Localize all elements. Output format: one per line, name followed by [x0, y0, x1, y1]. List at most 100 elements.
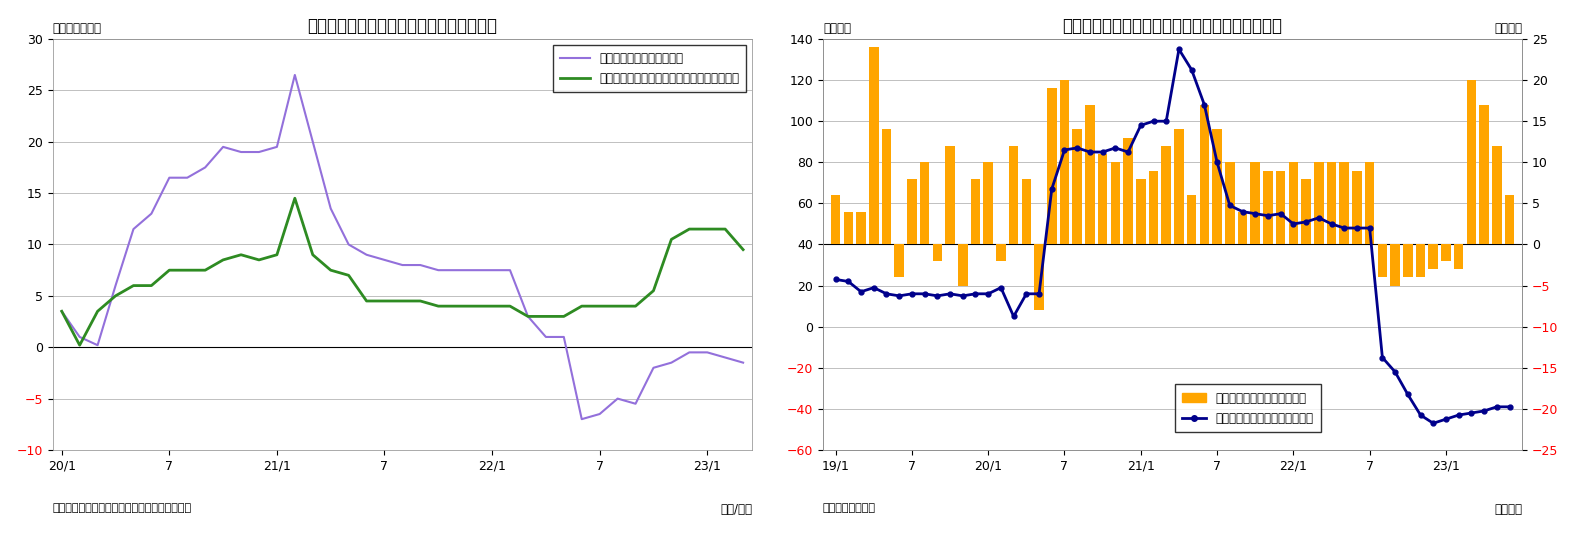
マネタリーベース（除くコロナオペ・末残） — [375, 298, 394, 304]
Bar — [1085, 105, 1095, 245]
マネタリーベース（除くコロナオペ・末残） — [321, 267, 340, 273]
Bar — [1391, 245, 1400, 286]
マネタリーベース（除くコロナオペ・末残） — [88, 308, 107, 314]
マネタリーベース（末残） — [698, 349, 717, 356]
マネタリーベース（除くコロナオペ・末残） — [195, 267, 214, 273]
Bar — [1403, 245, 1413, 277]
Bar — [1022, 179, 1032, 245]
Bar — [932, 245, 942, 261]
マネタリーベース（除くコロナオペ・末残） — [627, 303, 646, 309]
マネタリーベース（末残） — [304, 139, 323, 145]
Bar — [1098, 154, 1107, 245]
Bar — [1188, 195, 1197, 245]
Bar — [1441, 245, 1451, 261]
Bar — [1353, 171, 1362, 245]
マネタリーベース（末残） — [142, 211, 161, 217]
Text: （年/月）: （年/月） — [720, 503, 753, 516]
Bar — [1010, 146, 1019, 245]
マネタリーベース（除くコロナオペ・末残） — [662, 236, 680, 243]
マネタリーベース（除くコロナオペ・末残） — [71, 342, 90, 349]
マネタリーベース（末残） — [482, 267, 501, 273]
Bar — [1251, 162, 1260, 245]
マネタリーベース（除くコロナオペ・末残） — [394, 298, 413, 304]
Bar — [1136, 179, 1145, 245]
Bar — [907, 179, 917, 245]
マネタリーベース（末残） — [71, 334, 90, 340]
マネタリーベース（除くコロナオペ・末残） — [734, 246, 753, 253]
マネタリーベース（末残） — [178, 174, 197, 181]
マネタリーベース（除くコロナオペ・末残） — [680, 226, 699, 232]
マネタリーベース（末残） — [715, 354, 734, 361]
マネタリーベース（除くコロナオペ・末残） — [124, 282, 143, 289]
マネタリーベース（末残） — [428, 267, 447, 273]
マネタリーベース（除くコロナオペ・末残） — [411, 298, 430, 304]
マネタリーベース（除くコロナオペ・末残） — [447, 303, 466, 309]
マネタリーベース（除くコロナオペ・末残） — [715, 226, 734, 232]
Text: （資料）日本銀行よりニッセイ基礎研究所作成: （資料）日本銀行よりニッセイ基礎研究所作成 — [54, 503, 192, 513]
Bar — [1301, 179, 1310, 245]
マネタリーベース（除くコロナオペ・末残） — [644, 287, 663, 294]
Line: マネタリーベース（除くコロナオペ・末残）: マネタリーベース（除くコロナオペ・末残） — [61, 198, 743, 345]
Bar — [1479, 105, 1488, 245]
マネタリーベース（末残） — [195, 164, 214, 171]
マネタリーベース（除くコロナオペ・末残） — [358, 298, 376, 304]
マネタリーベース（末残） — [124, 226, 143, 232]
マネタリーベース（除くコロナオペ・末残） — [537, 313, 556, 320]
Bar — [1060, 80, 1069, 245]
Bar — [1378, 245, 1388, 277]
Bar — [1429, 245, 1438, 269]
Text: （資料）日本銀行: （資料）日本銀行 — [822, 503, 876, 513]
マネタリーベース（除くコロナオペ・末残） — [554, 313, 573, 320]
マネタリーベース（末残） — [447, 267, 466, 273]
マネタリーベース（除くコロナオペ・末残） — [428, 303, 447, 309]
マネタリーベース（末残） — [52, 308, 71, 314]
マネタリーベース（除くコロナオペ・末残） — [304, 252, 323, 258]
Bar — [1035, 245, 1044, 310]
Bar — [995, 245, 1006, 261]
マネタリーベース（末残） — [554, 334, 573, 340]
マネタリーベース（除くコロナオペ・末残） — [591, 303, 610, 309]
マネタリーベース（末残） — [734, 359, 753, 366]
Bar — [1110, 162, 1120, 245]
マネタリーベース（除くコロナオペ・末残） — [106, 293, 124, 299]
Bar — [920, 162, 929, 245]
マネタリーベース（末残） — [214, 144, 233, 150]
マネタリーベース（除くコロナオペ・末残） — [465, 303, 484, 309]
Bar — [1238, 212, 1247, 245]
Bar — [882, 130, 891, 245]
Bar — [958, 245, 967, 286]
Bar — [1314, 162, 1323, 245]
Bar — [1200, 105, 1210, 245]
マネタリーベース（末残） — [339, 241, 358, 248]
マネタリーベース（末残） — [644, 365, 663, 371]
マネタリーベース（末残） — [106, 282, 124, 289]
マネタリーベース（除くコロナオペ・末残） — [482, 303, 501, 309]
マネタリーベース（末残） — [411, 262, 430, 268]
Bar — [1276, 171, 1285, 245]
Bar — [1148, 171, 1158, 245]
マネタリーベース（除くコロナオペ・末残） — [249, 257, 268, 263]
Text: （兆円）: （兆円） — [822, 22, 850, 35]
Bar — [1366, 162, 1375, 245]
マネタリーベース（除くコロナオペ・末残） — [178, 267, 197, 273]
マネタリーベース（末残） — [537, 334, 556, 340]
マネタリーベース（末残） — [662, 359, 680, 366]
Bar — [1213, 130, 1222, 245]
マネタリーベース（末残） — [591, 411, 610, 417]
マネタリーベース（除くコロナオペ・末残） — [518, 313, 537, 320]
マネタリーベース（末残） — [358, 252, 376, 258]
マネタリーベース（末残） — [88, 342, 107, 349]
マネタリーベース（末残） — [501, 267, 520, 273]
Text: （年月）: （年月） — [1495, 503, 1521, 516]
Bar — [1047, 88, 1057, 245]
Bar — [1288, 162, 1298, 245]
マネタリーベース（除くコロナオペ・末残） — [161, 267, 180, 273]
Bar — [1504, 195, 1514, 245]
マネタリーベース（除くコロナオペ・末残） — [501, 303, 520, 309]
Bar — [1466, 80, 1476, 245]
マネタリーベース（末残） — [285, 72, 304, 78]
Line: マネタリーベース（末残）: マネタリーベース（末残） — [61, 75, 743, 419]
マネタリーベース（除くコロナオペ・末残） — [52, 308, 71, 314]
Bar — [1225, 162, 1235, 245]
マネタリーベース（末残） — [268, 144, 287, 150]
